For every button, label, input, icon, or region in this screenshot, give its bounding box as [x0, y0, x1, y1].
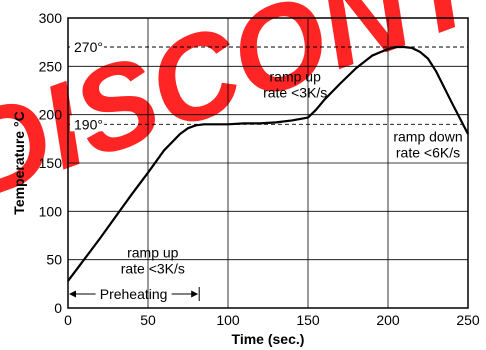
annotation-line1: ramp down: [393, 129, 462, 145]
reference-label: 190°: [74, 116, 103, 132]
reference-label: 270°: [74, 39, 103, 55]
x-tick-label: 50: [140, 312, 156, 328]
preheating-marker: Preheating: [69, 286, 200, 302]
preheating-arrowhead-left: [69, 290, 76, 298]
x-tick-label: 200: [376, 312, 400, 328]
annotation-line2: rate <3K/s: [263, 85, 327, 101]
temperature-profile-line: [67, 45, 469, 282]
x-tick-labels: 0 50 100 150 200 250: [64, 312, 480, 328]
y-tick-label: 50: [46, 252, 62, 268]
y-tick-label: 150: [39, 155, 63, 171]
reference-label-bg: [70, 38, 104, 54]
x-tick-label: 150: [296, 312, 320, 328]
y-axis-title: Temperature °C: [11, 111, 27, 214]
annotation-line1: ramp up: [270, 69, 322, 85]
x-tick-label: 0: [64, 312, 72, 328]
annotation-line2: rate <3K/s: [121, 261, 185, 277]
discontinued-watermark: DISCONTINUED: [0, 0, 486, 224]
svg-text:DISCONTINUED: DISCONTINUED: [0, 0, 486, 224]
x-tick-label: 250: [456, 312, 480, 328]
y-tick-label: 300: [39, 10, 63, 26]
plot-frame: [67, 17, 469, 309]
y-tick-label: 250: [39, 58, 63, 74]
preheating-arrowhead-right: [191, 290, 199, 298]
annotation-line2: rate <6K/s: [396, 145, 460, 161]
y-tick-label: 200: [39, 107, 63, 123]
x-tick-label: 100: [216, 312, 240, 328]
reference-lines: 270° 190°: [68, 38, 468, 132]
y-tick-label: 100: [39, 203, 63, 219]
y-tick-labels: 0 50 100 150 200 250 300: [39, 10, 63, 316]
annotation-line1: ramp up: [127, 245, 179, 261]
y-tick-label: 0: [54, 300, 62, 316]
x-axis-title: Time (sec.): [232, 331, 305, 347]
reference-label-bg: [70, 115, 104, 132]
preheating-label: Preheating: [100, 286, 168, 302]
